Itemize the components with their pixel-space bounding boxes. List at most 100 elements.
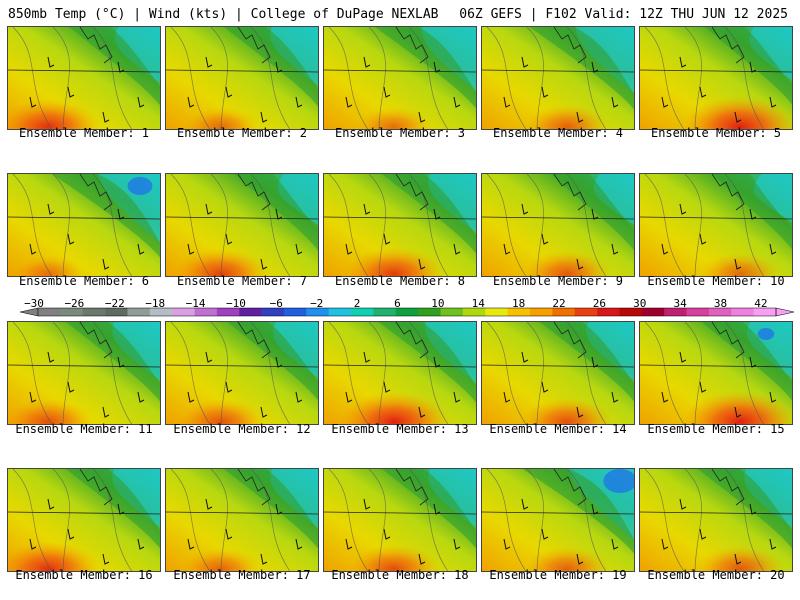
colorbar-tick-label: 14 — [472, 297, 486, 310]
member-caption: Ensemble Member: 10 — [647, 274, 785, 288]
colorbar-tick-label: −10 — [226, 297, 246, 310]
temperature-map — [640, 469, 792, 571]
temperature-map — [324, 469, 476, 571]
member-caption: Ensemble Member: 8 — [334, 274, 466, 288]
ensemble-map-panel — [323, 26, 477, 130]
colorbar-swatch — [462, 308, 486, 316]
ensemble-map-panel — [7, 468, 161, 572]
ensemble-map-panel — [165, 321, 319, 425]
colorbar-tick-label: −26 — [64, 297, 84, 310]
colorbar-swatch — [619, 308, 643, 316]
colorbar-swatch — [38, 308, 61, 316]
header-title: 850mb Temp (°C) | Wind (kts) | College o… — [8, 7, 439, 22]
colorbar-tick-label: 22 — [552, 297, 565, 310]
member-caption: Ensemble Member: 16 — [15, 568, 153, 582]
ensemble-map-panel — [639, 321, 793, 425]
colorbar-swatch — [82, 308, 106, 316]
colorbar-swatch — [105, 308, 128, 316]
ensemble-map-panel — [323, 321, 477, 425]
colorbar-swatch — [395, 308, 419, 316]
member-caption: Ensemble Member: 5 — [650, 126, 782, 140]
colorbar-tick-label: 6 — [394, 297, 401, 310]
colorbar-tick-label: 2 — [354, 297, 361, 310]
colorbar-swatch — [216, 308, 240, 316]
colorbar-swatch — [485, 308, 508, 316]
colorbar-swatch — [351, 308, 374, 316]
temperature-map — [324, 27, 476, 129]
ensemble-map-panel — [7, 26, 161, 130]
colorbar-swatch — [686, 308, 710, 316]
member-caption: Ensemble Member: 11 — [15, 422, 153, 436]
colorbar-swatch — [753, 308, 777, 316]
member-caption: Ensemble Member: 3 — [334, 126, 466, 140]
temperature-map — [8, 469, 160, 571]
ensemble-map-panel — [7, 321, 161, 425]
temperature-map — [166, 322, 318, 424]
member-caption: Ensemble Member: 1 — [18, 126, 150, 140]
colorbar-swatch — [328, 308, 352, 316]
ensemble-map-panel — [481, 173, 635, 277]
temperature-colorbar: −30 −26 −22 −18 −14 −10 −6 −2 2 6 10 14 18 22 26 30 34 38… — [19, 297, 795, 317]
temperature-map — [482, 174, 634, 276]
temperature-map — [482, 469, 634, 571]
colorbar-swatch — [172, 308, 195, 316]
member-caption: Ensemble Member: 19 — [489, 568, 627, 582]
colorbar-swatch — [194, 308, 218, 316]
colorbar-tick-label: 30 — [633, 297, 646, 310]
colorbar-swatch — [708, 308, 732, 316]
member-caption: Ensemble Member: 6 — [18, 274, 150, 288]
temperature-map — [324, 174, 476, 276]
ensemble-map-panel — [481, 321, 635, 425]
colorbar-swatch — [306, 308, 330, 316]
temperature-map — [640, 174, 792, 276]
colorbar-swatch — [507, 308, 531, 316]
member-caption: Ensemble Member: 14 — [489, 422, 627, 436]
colorbar-tick-label: 10 — [431, 297, 444, 310]
member-caption: Ensemble Member: 17 — [173, 568, 311, 582]
colorbar-swatch — [574, 308, 598, 316]
temperature-map — [640, 322, 792, 424]
ensemble-map-panel — [481, 468, 635, 572]
ensemble-map-panel — [639, 468, 793, 572]
header-valid-time: 06Z GEFS | F102 Valid: 12Z THU JUN 12 20… — [459, 7, 788, 22]
colorbar-swatch — [239, 308, 262, 316]
colorbar-tick-label: 34 — [674, 297, 688, 310]
colorbar-swatch — [597, 308, 620, 316]
colorbar-swatch — [664, 308, 687, 316]
colorbar-swatch — [60, 308, 84, 316]
temperature-map — [8, 174, 160, 276]
member-caption: Ensemble Member: 12 — [173, 422, 311, 436]
temperature-map — [482, 27, 634, 129]
temperature-map — [8, 27, 160, 129]
ensemble-map-panel — [639, 26, 793, 130]
colorbar-swatch — [373, 308, 397, 316]
colorbar-tick-label: −14 — [186, 297, 206, 310]
colorbar-max-arrow — [775, 307, 795, 317]
colorbar-tick-label: −18 — [145, 297, 165, 310]
member-caption: Ensemble Member: 15 — [647, 422, 785, 436]
colorbar-tick-label: 38 — [714, 297, 727, 310]
colorbar-swatch — [641, 308, 665, 316]
member-caption: Ensemble Member: 18 — [331, 568, 469, 582]
temperature-map — [482, 322, 634, 424]
ensemble-map-panel — [165, 26, 319, 130]
member-caption: Ensemble Member: 4 — [492, 126, 624, 140]
colorbar-swatch — [530, 308, 553, 316]
colorbar-swatch — [418, 308, 441, 316]
member-caption: Ensemble Member: 20 — [647, 568, 785, 582]
ensemble-map-panel — [323, 468, 477, 572]
temperature-map — [166, 469, 318, 571]
colorbar-swatch — [552, 308, 576, 316]
colorbar-swatch — [440, 308, 464, 316]
colorbar-swatch — [149, 308, 173, 316]
colorbar-tick-label: −30 — [24, 297, 44, 310]
temperature-map — [8, 322, 160, 424]
member-caption: Ensemble Member: 2 — [176, 126, 308, 140]
colorbar-swatch — [261, 308, 285, 316]
colorbar-tick-label: −22 — [105, 297, 125, 310]
member-caption: Ensemble Member: 7 — [176, 274, 308, 288]
temperature-map — [640, 27, 792, 129]
colorbar-tick-label: −2 — [310, 297, 323, 310]
colorbar-tick-label: 42 — [754, 297, 767, 310]
